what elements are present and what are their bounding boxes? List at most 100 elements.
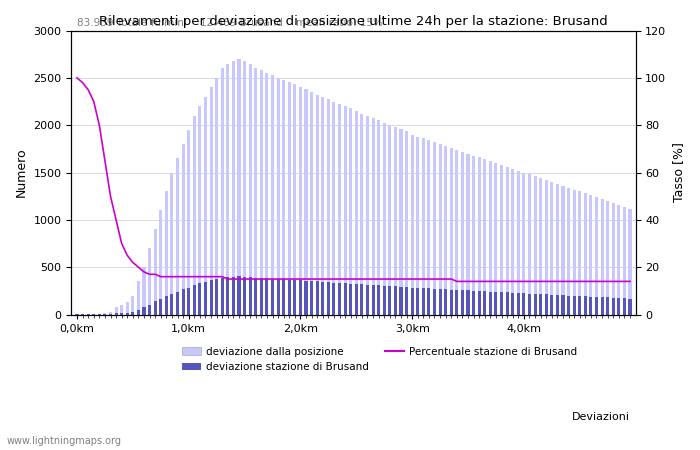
Bar — [483, 159, 486, 315]
Bar — [383, 286, 386, 315]
Bar — [271, 279, 274, 315]
Bar — [550, 182, 553, 315]
Bar — [522, 293, 526, 315]
Bar — [561, 295, 564, 315]
Bar — [349, 284, 352, 315]
Bar — [466, 153, 470, 315]
Bar — [316, 95, 318, 315]
Bar — [276, 279, 279, 315]
Bar — [528, 175, 531, 315]
Bar — [338, 104, 341, 315]
Bar — [528, 293, 531, 315]
Bar — [159, 211, 162, 315]
Bar — [115, 307, 118, 315]
Bar — [327, 282, 330, 315]
Bar — [511, 292, 514, 315]
Bar — [187, 288, 190, 315]
Bar — [539, 294, 542, 315]
Bar — [198, 284, 202, 315]
Bar — [422, 288, 425, 315]
Bar — [416, 136, 419, 315]
Bar — [232, 277, 235, 315]
Bar — [629, 299, 631, 315]
Bar — [416, 288, 419, 315]
Bar — [304, 89, 307, 315]
Bar — [321, 282, 324, 315]
Bar — [355, 284, 358, 315]
Bar — [522, 172, 526, 315]
Bar — [601, 297, 603, 315]
Bar — [550, 295, 553, 315]
Bar — [276, 78, 279, 315]
Bar — [438, 289, 442, 315]
Bar — [293, 280, 296, 315]
Bar — [148, 305, 151, 315]
Bar — [360, 114, 363, 315]
Bar — [466, 290, 470, 315]
Bar — [181, 289, 185, 315]
Bar — [126, 302, 129, 315]
Bar — [260, 278, 263, 315]
Bar — [254, 68, 258, 315]
Bar — [310, 281, 313, 315]
Bar — [260, 70, 263, 315]
Bar — [181, 144, 185, 315]
Text: Deviazioni: Deviazioni — [572, 412, 630, 422]
Bar — [226, 277, 230, 315]
Bar — [433, 142, 436, 315]
Bar — [170, 172, 174, 315]
Bar — [237, 59, 241, 315]
Bar — [148, 248, 151, 315]
Bar — [310, 92, 313, 315]
Bar — [377, 121, 380, 315]
Bar — [355, 111, 358, 315]
Bar — [428, 288, 430, 315]
Bar — [500, 292, 503, 315]
Bar — [511, 169, 514, 315]
Bar — [584, 194, 587, 315]
Bar — [215, 279, 218, 315]
Bar — [433, 289, 436, 315]
Bar — [444, 146, 447, 315]
Bar — [612, 203, 615, 315]
Bar — [115, 313, 118, 315]
Bar — [243, 277, 246, 315]
Bar — [132, 296, 134, 315]
Bar — [438, 144, 442, 315]
Bar — [623, 298, 626, 315]
Bar — [81, 314, 84, 315]
Bar — [176, 292, 179, 315]
Bar — [629, 208, 631, 315]
Bar — [494, 292, 498, 315]
Bar — [299, 87, 302, 315]
Y-axis label: Numero: Numero — [15, 148, 28, 198]
Bar — [411, 135, 414, 315]
Bar — [405, 131, 408, 315]
Bar — [209, 280, 213, 315]
Bar — [601, 199, 603, 315]
Bar — [617, 205, 620, 315]
Bar — [500, 165, 503, 315]
Bar — [120, 313, 123, 315]
Bar — [606, 297, 609, 315]
Bar — [517, 171, 520, 315]
Bar — [137, 281, 140, 315]
Bar — [304, 281, 307, 315]
Bar — [332, 283, 335, 315]
Bar — [394, 286, 397, 315]
Bar — [372, 285, 375, 315]
Bar — [617, 298, 620, 315]
Bar — [561, 186, 564, 315]
Bar — [595, 197, 598, 315]
Bar — [109, 314, 112, 315]
Legend: deviazione dalla posizione, deviazione stazione di Brusand, Percentuale stazione: deviazione dalla posizione, deviazione s… — [178, 342, 581, 376]
Bar — [282, 279, 285, 315]
Bar — [282, 80, 285, 315]
Bar — [567, 296, 570, 315]
Bar — [265, 278, 269, 315]
Bar — [449, 148, 453, 315]
Bar — [159, 299, 162, 315]
Y-axis label: Tasso [%]: Tasso [%] — [672, 143, 685, 202]
Bar — [288, 280, 290, 315]
Bar — [477, 291, 481, 315]
